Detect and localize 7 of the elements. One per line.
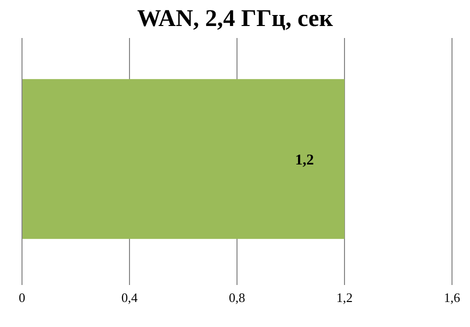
x-tick-label: 0 (18, 290, 26, 305)
x-tick-label: 1,2 (336, 290, 353, 305)
chart-title: WAN, 2,4 ГГц, сек (137, 6, 334, 32)
x-tick-label: 1,6 (444, 290, 461, 305)
x-tick-label: 0,8 (228, 290, 246, 305)
data-label: 1,2 (295, 152, 314, 168)
x-tick-label: 0,4 (121, 290, 138, 305)
